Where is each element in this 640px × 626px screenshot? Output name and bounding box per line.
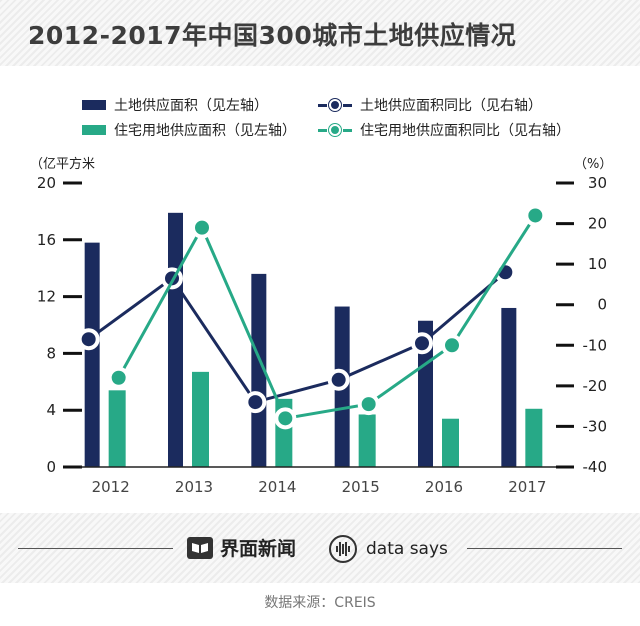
brand-jiemian: 界面新闻 bbox=[186, 534, 296, 561]
bar-res-area bbox=[525, 408, 543, 467]
jiemian-logo-icon bbox=[187, 536, 213, 559]
point-land-yoy bbox=[411, 332, 433, 355]
x-axis-tick-label: 2013 bbox=[175, 478, 213, 496]
point-res-yoy bbox=[107, 366, 130, 389]
right-axis-tick-label: 0 bbox=[597, 296, 607, 314]
left-axis-tick-label: 16 bbox=[37, 231, 56, 249]
legend-swatch-navy-line bbox=[318, 99, 352, 111]
right-axis-tick-label: -20 bbox=[583, 377, 608, 395]
legend-land-yoy: 土地供应面积同比（见右轴） bbox=[318, 95, 542, 115]
footer-rule-right bbox=[467, 548, 622, 549]
point-land-yoy bbox=[244, 391, 267, 414]
legend-res-area: 住宅用地供应面积（见左轴） bbox=[82, 120, 296, 140]
bar-res-area bbox=[442, 418, 459, 467]
brand-datasays-label: data says bbox=[366, 539, 448, 559]
right-axis-unit: （%） bbox=[574, 157, 613, 172]
right-axis-tick-label: -40 bbox=[583, 458, 608, 476]
point-land-yoy bbox=[327, 368, 350, 391]
bar-land-area bbox=[501, 307, 517, 467]
datasays-logo-icon bbox=[329, 535, 357, 563]
chart-title: 2012-2017年中国300城市土地供应情况 bbox=[28, 21, 517, 50]
left-axis-tick-label: 20 bbox=[37, 174, 56, 192]
line-land-yoy bbox=[87, 271, 507, 404]
bar-res-area bbox=[108, 390, 126, 467]
title-band bbox=[0, 0, 640, 66]
bar-land-area bbox=[84, 242, 100, 467]
point-res-yoy bbox=[524, 204, 547, 227]
right-axis-tick-label: -10 bbox=[583, 336, 608, 354]
legend-res-yoy: 住宅用地供应面积同比（见右轴） bbox=[318, 120, 570, 140]
point-land-yoy bbox=[77, 328, 100, 351]
legend-land-area: 土地供应面积（见左轴） bbox=[82, 95, 268, 115]
legend-swatch-green-line bbox=[318, 124, 352, 136]
legend-swatch-navy-bar bbox=[82, 100, 106, 110]
left-axis-tick-label: 4 bbox=[46, 401, 56, 419]
legend-label: 住宅用地供应面积同比（见右轴） bbox=[360, 123, 570, 139]
right-axis-tick-label: 10 bbox=[588, 255, 607, 273]
legend-label: 住宅用地供应面积（见左轴） bbox=[114, 123, 296, 139]
left-axis-unit: （亿平方米 bbox=[30, 157, 96, 172]
x-axis-tick-label: 2016 bbox=[425, 478, 463, 496]
data-source: 数据来源：CREIS bbox=[264, 595, 376, 611]
bar-land-area bbox=[418, 320, 433, 467]
point-res-yoy bbox=[357, 393, 380, 416]
legend-label: 土地供应面积（见左轴） bbox=[114, 98, 268, 114]
right-axis-tick-label: 20 bbox=[588, 215, 607, 233]
bar-land-area bbox=[168, 212, 183, 467]
right-axis-tick-label: -30 bbox=[583, 417, 608, 435]
legend-swatch-green-bar bbox=[82, 125, 106, 135]
left-axis-tick-label: 0 bbox=[46, 458, 56, 476]
left-axis-tick-label: 8 bbox=[46, 344, 56, 362]
chart-canvas: 0 4 8 12 16 20 -40 -30 -20 -10 0 10 20 30 2012 2013 2014… bbox=[37, 174, 608, 496]
legend-label: 土地供应面积同比（见右轴） bbox=[360, 98, 542, 114]
left-axis-tick-label: 12 bbox=[37, 288, 56, 306]
brand-datasays: data says bbox=[328, 534, 448, 564]
x-axis-tick-label: 2015 bbox=[342, 478, 380, 496]
point-res-yoy bbox=[191, 216, 213, 239]
x-axis-tick-label: 2014 bbox=[258, 478, 296, 496]
bar-res-area bbox=[358, 414, 376, 467]
bar-land-area bbox=[251, 273, 267, 467]
right-axis-tick-label: 30 bbox=[588, 174, 607, 192]
brand-jiemian-label: 界面新闻 bbox=[220, 538, 297, 560]
point-res-yoy bbox=[274, 407, 297, 430]
bar-res-area bbox=[192, 371, 209, 467]
footer-rule-left bbox=[18, 548, 173, 549]
x-axis-tick-label: 2017 bbox=[508, 478, 546, 496]
point-res-yoy bbox=[441, 334, 463, 357]
line-res-yoy bbox=[117, 214, 537, 420]
x-axis-tick-label: 2012 bbox=[92, 478, 130, 496]
